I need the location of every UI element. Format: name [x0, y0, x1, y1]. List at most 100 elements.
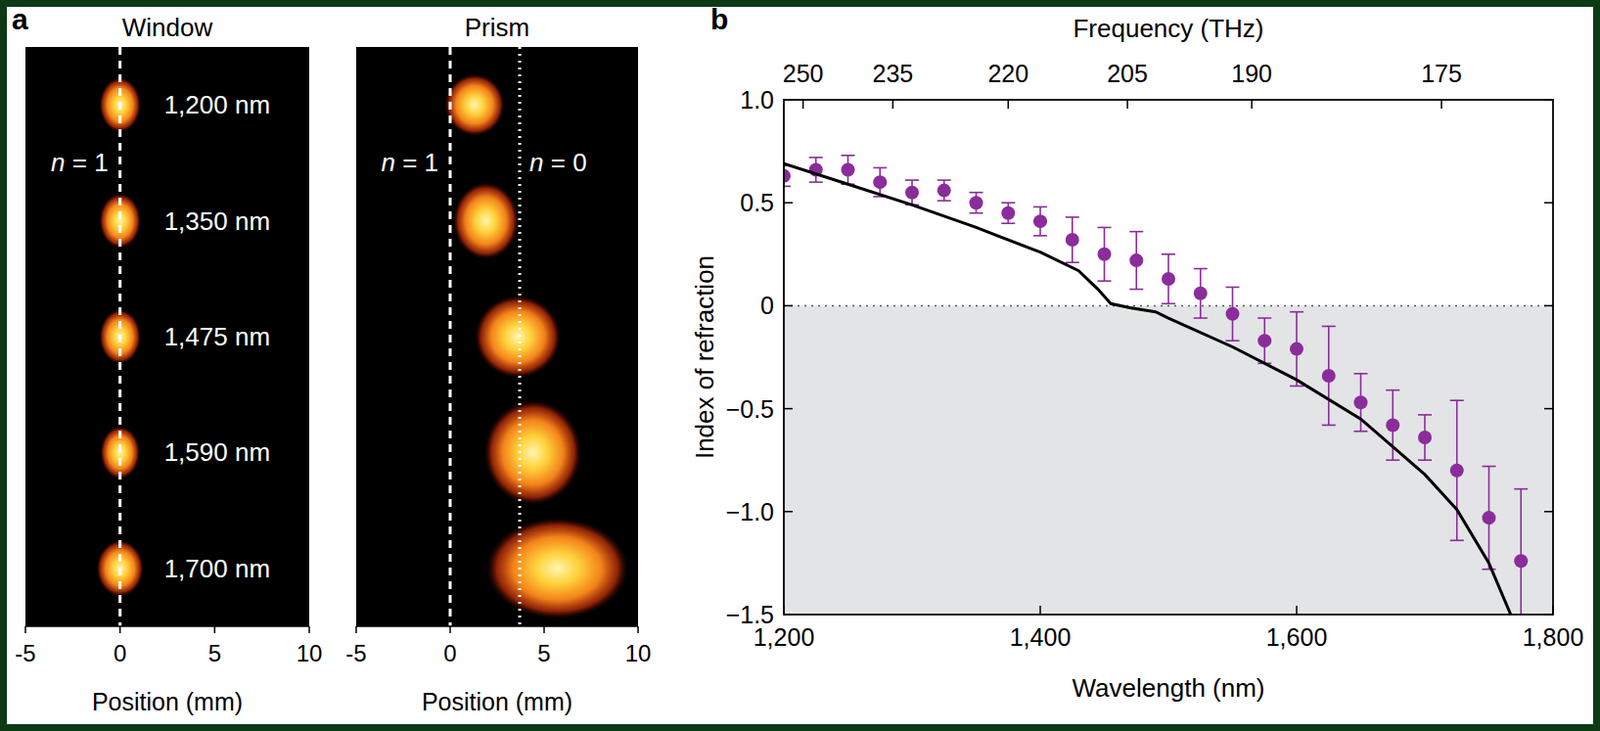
reference-line — [118, 46, 122, 627]
top-tick-label: 250 — [782, 59, 824, 88]
error-cap — [1226, 339, 1240, 342]
image-panel: n = 1n = 0 — [356, 46, 639, 627]
error-cap — [1129, 288, 1143, 291]
wavelength-label: 1,200 nm — [164, 90, 271, 120]
y-tick — [783, 305, 793, 308]
error-cap — [1385, 389, 1400, 392]
data-point — [1033, 214, 1048, 229]
error-bar — [969, 192, 984, 214]
data-point — [1322, 368, 1336, 383]
error-cap — [905, 179, 919, 182]
top-tick — [1440, 99, 1443, 109]
error-bar — [1322, 325, 1336, 425]
x-tick-label: 1,400 — [1009, 623, 1072, 651]
error-cap — [809, 181, 823, 183]
y-tick-right — [1544, 613, 1554, 616]
top-tick-label: 190 — [1231, 59, 1273, 88]
top-tick-label: 205 — [1106, 59, 1148, 88]
error-stem — [1519, 489, 1522, 615]
data-point — [1289, 342, 1304, 357]
negative-region — [783, 305, 1554, 615]
wavelength-label: 1,590 nm — [164, 437, 271, 467]
top-tick-label: 220 — [987, 59, 1029, 88]
x-axis-title: Position (mm) — [91, 687, 243, 716]
y-tick — [783, 510, 793, 513]
reference-line — [518, 46, 522, 627]
top-axis-title: Frequency (THz) — [1072, 13, 1264, 44]
error-cap — [872, 167, 887, 170]
x-axis-line — [356, 625, 639, 628]
error-cap — [1289, 385, 1304, 388]
data-point — [1513, 553, 1528, 568]
y-tick-right — [1544, 408, 1554, 411]
error-bar — [1065, 217, 1080, 263]
error-cap — [841, 154, 856, 157]
x-axis-title: Wavelength (nm) — [1072, 673, 1266, 703]
error-cap — [1065, 216, 1080, 219]
error-bar — [1417, 414, 1432, 460]
top-tick-label: 175 — [1420, 59, 1463, 88]
error-cap — [1097, 227, 1112, 229]
error-cap — [969, 191, 984, 194]
error-cap — [783, 185, 791, 188]
data-point — [1193, 286, 1208, 301]
data-point — [1226, 307, 1240, 321]
beam-spot — [453, 182, 519, 260]
spots — [96, 46, 144, 627]
error-bar — [841, 155, 856, 184]
error-cap — [1417, 413, 1432, 416]
error-bar — [1193, 269, 1208, 319]
top-tick — [1126, 99, 1129, 109]
data-point — [937, 183, 952, 198]
top-tick — [802, 99, 805, 109]
top-tick-label: 235 — [871, 59, 914, 88]
error-bar — [1226, 286, 1240, 341]
y-tick — [783, 613, 793, 616]
error-bar — [905, 180, 919, 205]
error-bar — [809, 157, 823, 183]
error-cap — [1033, 234, 1048, 237]
error-cap — [1161, 302, 1176, 305]
x-tick-label: 5 — [208, 640, 222, 667]
error-bar — [1161, 254, 1176, 304]
error-cap — [1385, 458, 1400, 461]
data-point — [1129, 253, 1143, 268]
reference-line — [449, 46, 453, 627]
error-cap — [1482, 465, 1497, 468]
error-cap — [1417, 458, 1432, 461]
x-axis-title: Position (mm) — [421, 687, 573, 716]
error-cap — [1226, 286, 1240, 289]
top-tick — [1250, 99, 1253, 109]
error-cap — [1482, 568, 1497, 571]
error-cap — [1161, 253, 1176, 256]
data-point — [1065, 232, 1080, 247]
y-tick-label: −1.0 — [726, 498, 775, 526]
data-point — [1257, 333, 1272, 348]
x-tick-label: -5 — [345, 640, 366, 667]
x-tick-label: 5 — [537, 640, 550, 667]
wavelength-label: 1,700 nm — [164, 553, 271, 584]
spots — [444, 46, 629, 627]
y-tick-right — [1544, 201, 1554, 204]
y-tick-right — [1544, 305, 1554, 308]
data-point — [969, 195, 984, 210]
x-tick — [543, 626, 546, 634]
y-tick — [783, 408, 793, 411]
error-cap — [809, 156, 823, 159]
panel-letter: b — [710, 2, 729, 36]
x-tick — [1552, 605, 1555, 615]
error-cap — [1001, 222, 1015, 225]
x-tick — [355, 626, 358, 634]
data-point — [1482, 510, 1497, 525]
data-point — [905, 185, 919, 200]
y-axis-title: Index of refraction — [689, 255, 720, 459]
error-cap — [1354, 372, 1369, 375]
error-cap — [1033, 206, 1048, 209]
panel-title: Window — [122, 12, 214, 43]
x-tick — [449, 626, 452, 634]
x-tick-label: 10 — [296, 640, 323, 667]
error-cap — [969, 212, 984, 215]
error-cap — [937, 199, 952, 202]
image-panel: n = 11,200 nm1,350 nm1,475 nm1,590 nm1,7… — [25, 46, 310, 627]
top-tick — [1007, 99, 1010, 109]
